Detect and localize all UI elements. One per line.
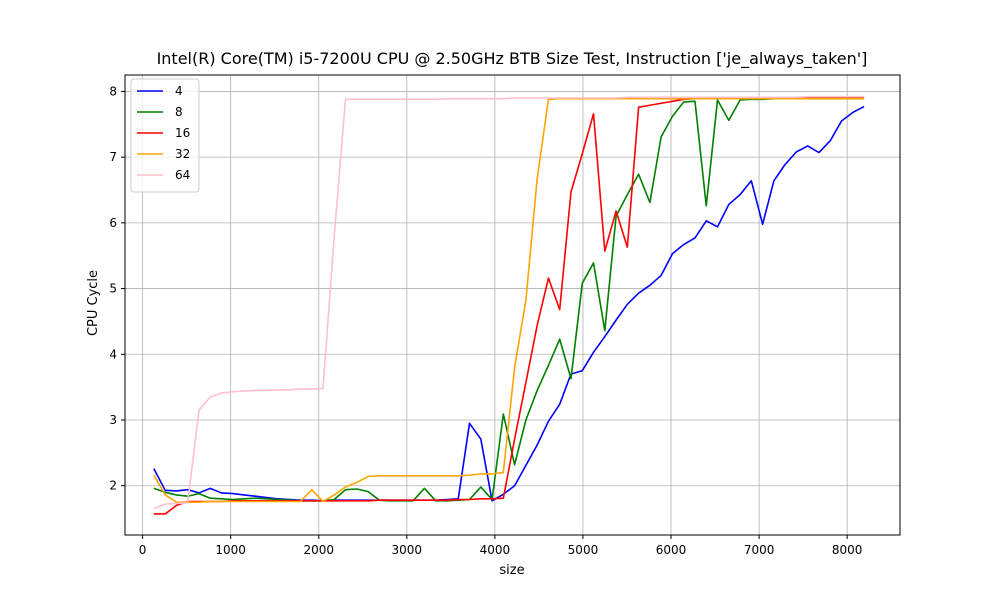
y-tick-label: 6 [109,216,117,230]
series-line-4 [153,105,865,502]
legend-box [130,78,200,193]
x-tick-label: 2000 [303,543,334,557]
plot-frame [124,74,901,536]
x-tick-label: 6000 [656,543,687,557]
series-line-64 [153,95,865,510]
y-tick-label: 7 [109,150,117,164]
x-tick-label: 8000 [832,543,863,557]
legend-label: 4 [175,84,183,98]
x-tick-label: 0 [139,543,147,557]
x-tick-label: 3000 [392,543,423,557]
legend-label: 32 [175,147,190,161]
series-line-8 [153,97,865,502]
legend-label: 8 [175,105,183,119]
y-axis-label: CPU Cycle [86,270,101,336]
x-tick-label: 1000 [215,543,246,557]
y-tick-label: 5 [109,282,117,296]
x-tick-label: 4000 [480,543,511,557]
x-axis-label: size [499,563,524,578]
x-tick-label: 5000 [568,543,599,557]
x-axis: 0 1000 2000 3000 4000 5000 6000 7000 8000 [139,535,863,557]
y-tick-label: 2 [109,479,117,493]
series-lines [153,95,865,515]
grid [125,75,900,535]
chart-title: Intel(R) Core(TM) i5-7200U CPU @ 2.50GHz… [157,49,868,69]
y-axis: 2 3 4 5 6 7 8 [109,84,125,493]
legend: 4 8 16 32 64 [130,78,200,193]
y-tick-label: 8 [109,84,117,98]
y-tick-label: 3 [109,413,117,427]
y-tick-label: 4 [109,347,117,361]
legend-label: 16 [175,126,190,140]
x-tick-label: 7000 [744,543,775,557]
legend-label: 64 [175,168,190,182]
series-line-32 [153,97,865,503]
